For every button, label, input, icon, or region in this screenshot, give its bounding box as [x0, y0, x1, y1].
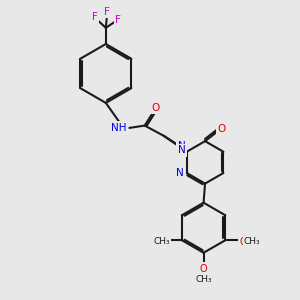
Text: O: O — [160, 237, 167, 247]
Text: N: N — [178, 145, 185, 155]
Text: F: F — [92, 13, 98, 22]
Text: N: N — [178, 141, 185, 151]
Text: O: O — [151, 103, 159, 113]
Text: F: F — [115, 15, 121, 25]
Text: CH₃: CH₃ — [195, 275, 212, 284]
Text: CH₃: CH₃ — [244, 237, 260, 246]
Text: F: F — [104, 7, 110, 16]
Text: N: N — [176, 168, 184, 178]
Text: O: O — [200, 264, 207, 274]
Text: NH: NH — [111, 123, 127, 133]
Text: O: O — [239, 237, 247, 247]
Text: CH₃: CH₃ — [153, 237, 170, 246]
Text: O: O — [217, 124, 225, 134]
